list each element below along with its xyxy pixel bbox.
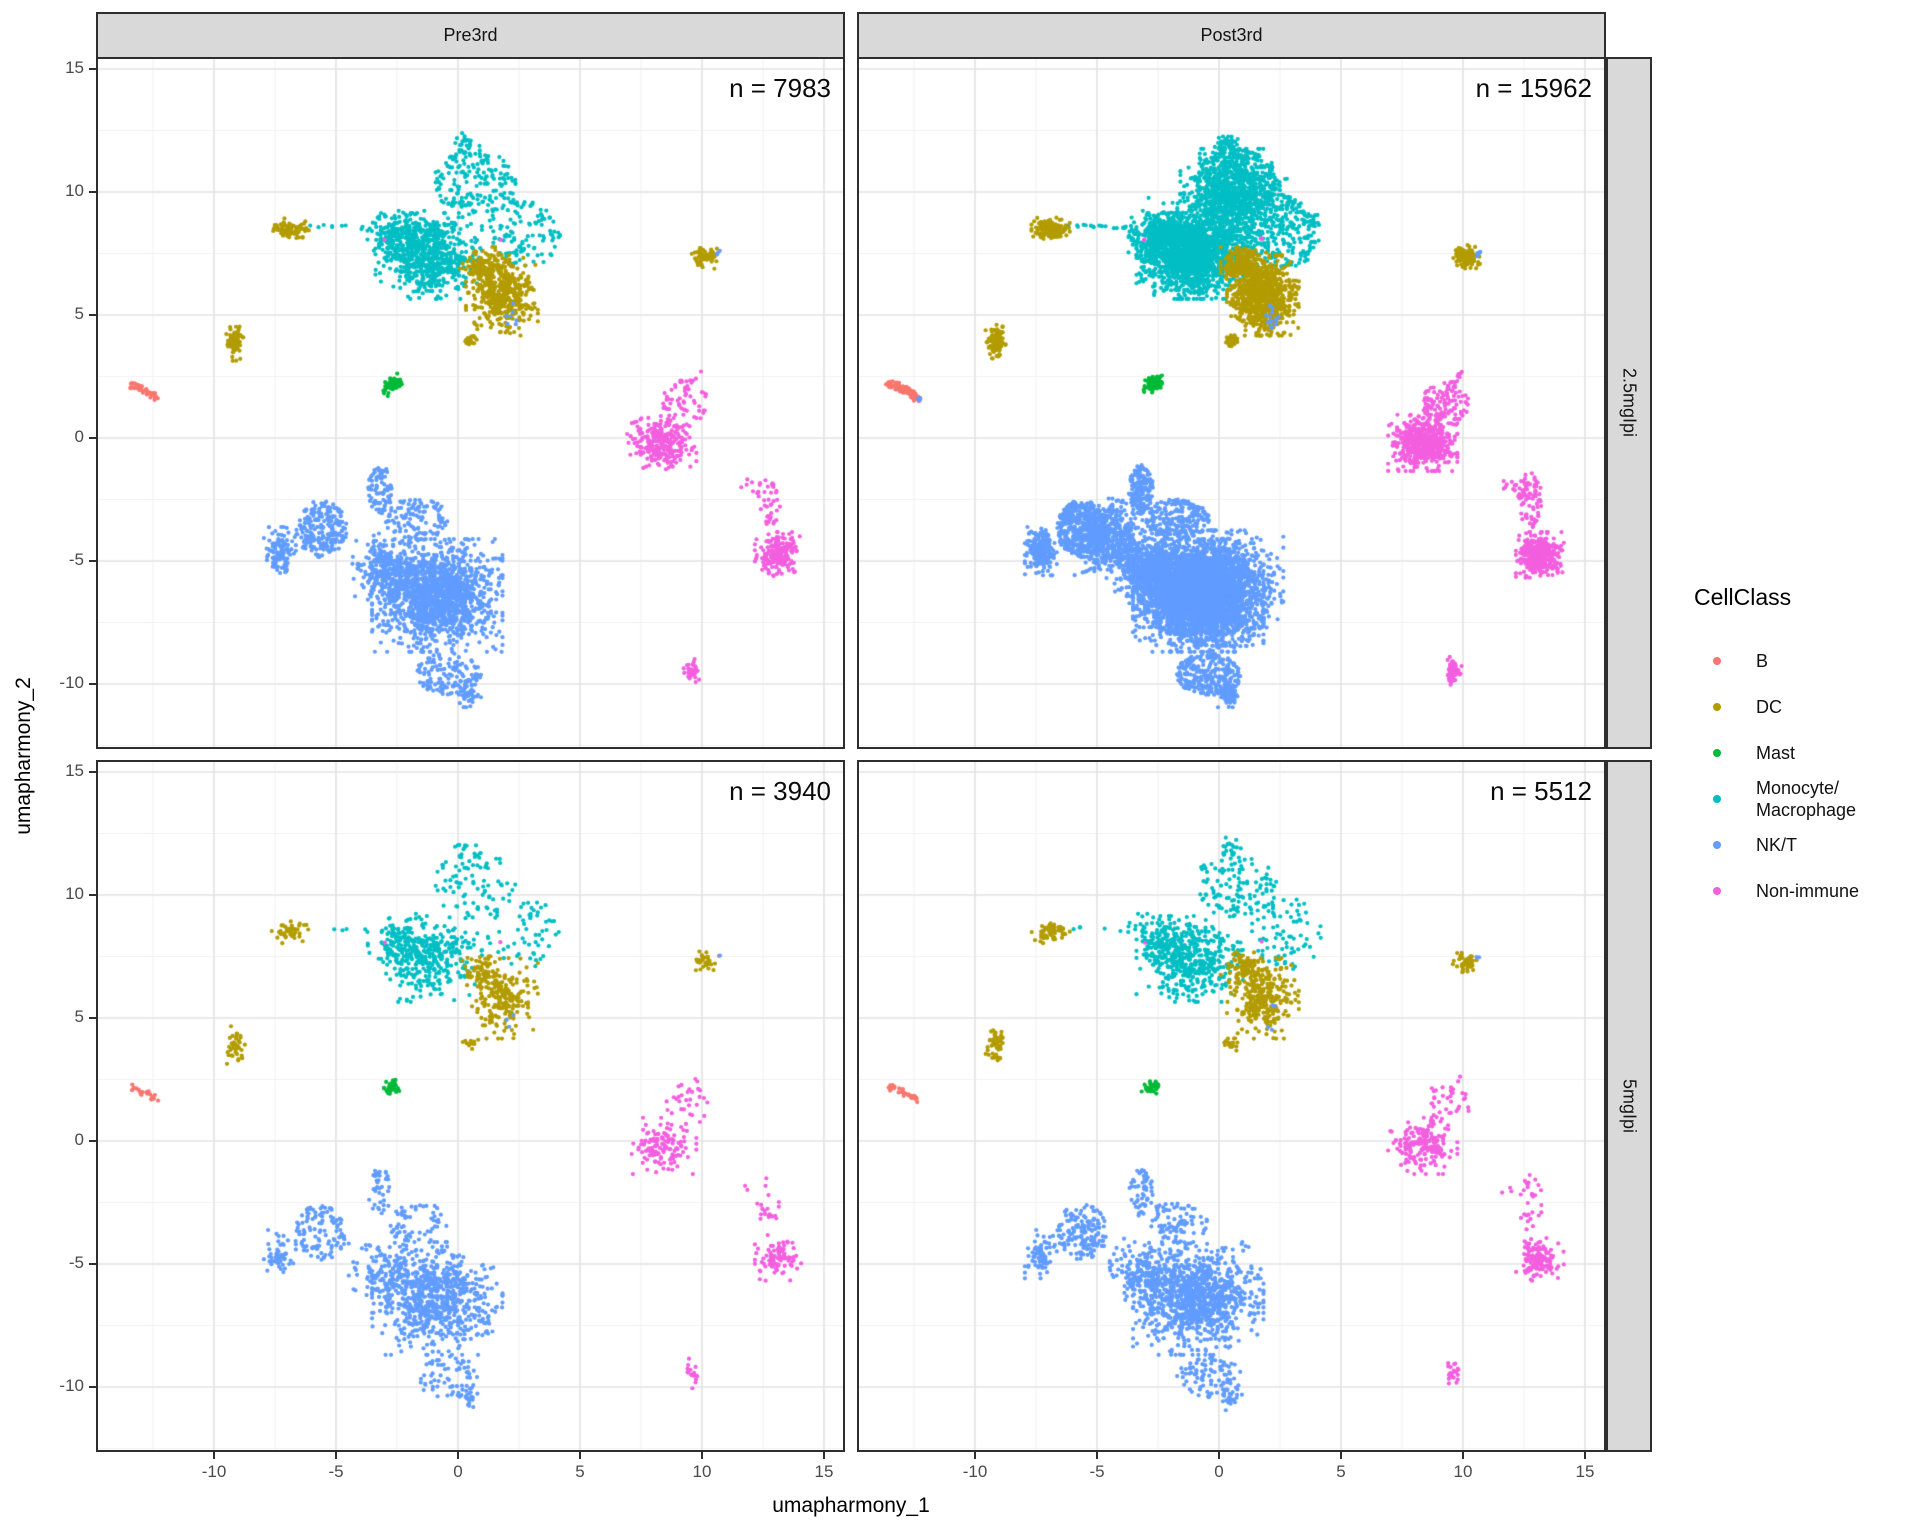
scatter-canvas xyxy=(98,59,843,747)
y-tick-mark xyxy=(89,1386,96,1388)
x-tick-mark xyxy=(1462,1452,1464,1459)
legend-item-non-immune: Non-immune xyxy=(1713,868,1859,914)
y-tick-label: 15 xyxy=(65,58,84,77)
x-tick-label: 5 xyxy=(1336,1462,1346,1481)
y-tick-mark xyxy=(89,894,96,896)
x-tick-label: 0 xyxy=(1214,1462,1224,1481)
panel-post3rd-5mgipi: n = 5512 xyxy=(857,760,1606,1452)
y-tick-label: 0 xyxy=(74,1130,84,1149)
x-tick-label: 10 xyxy=(692,1462,712,1481)
y-tick-label: -5 xyxy=(68,550,84,569)
y-tick-label: 5 xyxy=(74,1007,84,1026)
panel-pre3rd-5mgipi: n = 3940 xyxy=(96,760,845,1452)
y-tick-mark xyxy=(89,191,96,193)
legend-key-dot-icon xyxy=(1713,657,1721,665)
scatter-canvas xyxy=(98,762,843,1450)
y-tick-mark xyxy=(89,683,96,685)
x-tick-label: 15 xyxy=(1575,1462,1595,1481)
y-tick-mark xyxy=(89,437,96,439)
facet-strip-pre3rd: Pre3rd xyxy=(96,12,845,59)
y-tick-mark xyxy=(89,1263,96,1265)
legend-item-nk-t: NK/T xyxy=(1713,822,1797,868)
y-tick-label: -5 xyxy=(68,1253,84,1272)
x-tick-mark xyxy=(335,1452,337,1459)
legend-item-label: B xyxy=(1756,650,1769,671)
legend-title: CellClass xyxy=(1694,584,1792,610)
y-tick-label: 0 xyxy=(74,427,84,446)
y-tick-mark xyxy=(89,560,96,562)
x-tick-mark xyxy=(823,1452,825,1459)
y-tick-label: 5 xyxy=(74,304,84,323)
x-tick-mark xyxy=(1584,1452,1586,1459)
x-tick-mark xyxy=(1096,1452,1098,1459)
x-tick-mark xyxy=(974,1452,976,1459)
x-axis-title: umapharmony_1 xyxy=(772,1494,930,1517)
legend-item-label: DC xyxy=(1756,696,1782,717)
y-tick-mark xyxy=(89,314,96,316)
facet-strip-label: Pre3rd xyxy=(443,25,498,45)
facet-strip-label: Post3rd xyxy=(1200,25,1263,45)
legend-item-label: Monocyte/ Macrophage xyxy=(1756,777,1857,821)
x-tick-label: 10 xyxy=(1453,1462,1473,1481)
x-tick-label: -5 xyxy=(1089,1462,1105,1481)
legend-item-mast: Mast xyxy=(1713,730,1795,776)
legend-item-dc: DC xyxy=(1713,684,1782,730)
scatter-canvas xyxy=(859,762,1604,1450)
panel-pre3rd-2-5mgipi: n = 7983 xyxy=(96,57,845,749)
y-tick-mark xyxy=(89,68,96,70)
x-tick-label: 0 xyxy=(453,1462,463,1481)
legend-item-monocyte-macrophage: Monocyte/ Macrophage xyxy=(1713,776,1856,822)
y-tick-mark xyxy=(89,1017,96,1019)
y-tick-mark xyxy=(89,1140,96,1142)
facet-strip-post3rd: Post3rd xyxy=(857,12,1606,59)
legend-item-label: NK/T xyxy=(1756,834,1798,855)
legend-item-label: Non-immune xyxy=(1756,880,1860,901)
y-tick-label: 10 xyxy=(65,181,84,200)
x-tick-label: -10 xyxy=(201,1462,227,1481)
facet-n-label: n = 7983 xyxy=(729,73,831,103)
x-tick-mark xyxy=(457,1452,459,1459)
panel-post3rd-2-5mgipi: n = 15962 xyxy=(857,57,1606,749)
x-tick-mark xyxy=(1340,1452,1342,1459)
x-tick-label: -5 xyxy=(328,1462,344,1481)
facet-strip-label: 2.5mgIpi xyxy=(1619,368,1640,438)
legend-key-dot-icon xyxy=(1713,749,1721,757)
legend-item-b: B xyxy=(1713,638,1768,684)
x-tick-label: 15 xyxy=(814,1462,834,1481)
x-tick-label: 5 xyxy=(575,1462,585,1481)
x-tick-mark xyxy=(213,1452,215,1459)
facet-strip-5mgipi: 5mgIpi xyxy=(1606,760,1652,1452)
legend-item-label: Mast xyxy=(1756,742,1796,763)
facet-n-label: n = 3940 xyxy=(729,776,831,806)
facet-n-label: n = 5512 xyxy=(1490,776,1592,806)
y-tick-mark xyxy=(89,771,96,773)
x-tick-label: -10 xyxy=(962,1462,988,1481)
legend-key-dot-icon xyxy=(1713,841,1721,849)
x-tick-mark xyxy=(701,1452,703,1459)
x-tick-mark xyxy=(1218,1452,1220,1459)
legend-key-dot-icon xyxy=(1713,795,1721,803)
scatter-canvas xyxy=(859,59,1604,747)
y-tick-label: 10 xyxy=(65,884,84,903)
y-tick-label: 15 xyxy=(65,761,84,780)
x-tick-mark xyxy=(579,1452,581,1459)
legend-key-dot-icon xyxy=(1713,703,1721,711)
facet-strip-2-5mgipi: 2.5mgIpi xyxy=(1606,57,1652,749)
facet-strip-label: 5mgIpi xyxy=(1619,1078,1640,1134)
facet-n-label: n = 15962 xyxy=(1475,73,1592,103)
y-tick-label: -10 xyxy=(59,673,84,692)
y-axis-title: umapharmony_2 xyxy=(12,677,35,835)
y-tick-label: -10 xyxy=(59,1376,84,1395)
legend-key-dot-icon xyxy=(1713,887,1721,895)
